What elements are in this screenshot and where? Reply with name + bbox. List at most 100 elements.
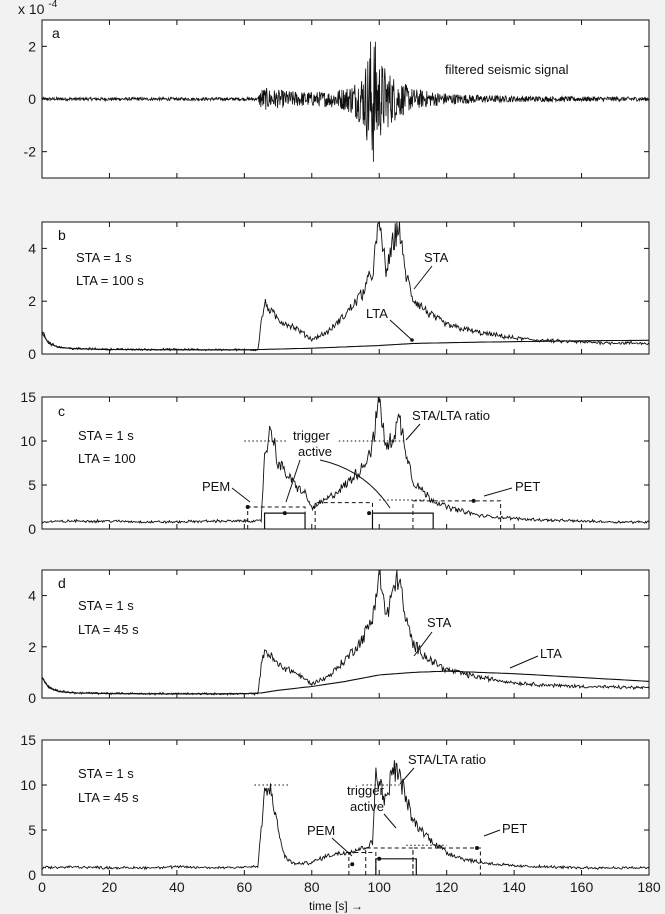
panel-e-y-ticks: 15 10 5 0 xyxy=(20,732,650,883)
panel-b-plot xyxy=(41,220,650,352)
panel-c-pem-pointer xyxy=(231,487,251,503)
x-tick-label: 100 xyxy=(368,879,392,895)
panel-c-label-pem: PEM xyxy=(202,479,230,494)
panel-c-trigger-pointer-left xyxy=(285,459,301,503)
panel-e-param-lta: LTA = 45 s xyxy=(78,790,139,805)
panel-c: 15 10 5 0 c STA = 1 s LTA = 100 STA/LTA rat… xyxy=(20,389,650,537)
x-tick-label: 20 xyxy=(102,879,118,895)
panel-c-label-ratio: STA/LTA ratio xyxy=(412,408,490,423)
panel-c-label-trigger: trigger xyxy=(293,428,331,443)
panel-c-marker xyxy=(367,511,372,516)
panel-e-y-tick-label: 5 xyxy=(28,822,36,838)
panel-b-lta-pointer xyxy=(389,319,413,341)
panel-b-lta-marker xyxy=(410,338,414,342)
panel-a: 2 0 -2 a filtered seismic signal x 10 -4 xyxy=(18,0,650,179)
panel-c-y-tick-label: 15 xyxy=(20,389,36,405)
panel-c-y-tick-label: 5 xyxy=(28,477,36,493)
panel-e-pem-pointer xyxy=(331,837,353,857)
panel-b-frame xyxy=(41,221,650,355)
panel-a-seismic-trace xyxy=(41,41,649,162)
panel-b-label-sta: STA xyxy=(424,250,449,265)
panel-c-param-lta: LTA = 100 xyxy=(78,451,136,466)
panel-c-dashed-window xyxy=(247,506,306,529)
x-axis-label: time [s] → xyxy=(309,899,363,913)
panel-c-trigger-pointer-right xyxy=(319,459,391,509)
panel-d-y-tick-label: 4 xyxy=(28,588,36,604)
panel-a-letter: a xyxy=(52,25,60,41)
panel-b-param-lta: LTA = 100 s xyxy=(76,273,144,288)
panel-c-marker xyxy=(282,511,287,516)
panel-a-y-ticks: 2 0 -2 xyxy=(24,20,650,178)
panel-e-marker xyxy=(350,862,355,867)
panel-b: 4 2 0 b STA = 1 s LTA = 100 s STA LTA xyxy=(28,220,650,362)
panel-c-label-pet: PET xyxy=(515,479,540,494)
panel-e-ratio-pointer xyxy=(399,767,415,785)
x-tick-label: 80 xyxy=(304,879,320,895)
panel-c-pet-pointer xyxy=(483,487,513,497)
panel-e: 15 10 5 0 STA = 1 s LTA = 45 s STA/LTA rati… xyxy=(20,732,650,883)
panel-e-label-pem: PEM xyxy=(307,823,335,838)
x-axis-ticks: 0 20 40 60 80 100 120 140 160 180 xyxy=(38,879,661,895)
panel-e-label-active: active xyxy=(350,799,384,814)
panel-c-dashed-window xyxy=(412,500,502,529)
panel-e-dashed-window xyxy=(365,847,414,875)
panel-e-pet-pointer xyxy=(483,829,501,837)
panel-b-y-tick-label: 4 xyxy=(28,240,36,256)
panel-e-label-ratio: STA/LTA ratio xyxy=(408,752,486,767)
panel-c-ratio-pointer xyxy=(405,423,421,441)
exponent-label: x 10 -4 xyxy=(18,0,58,17)
panel-e-trigger-pointer xyxy=(383,813,397,829)
panel-d-param-sta: STA = 1 s xyxy=(78,598,134,613)
panel-d-lta-line xyxy=(41,670,650,695)
x-tick-label: 160 xyxy=(570,879,594,895)
panel-d: 4 2 0 d STA = 1 s LTA = 45 s STA LTA xyxy=(28,569,650,706)
panel-b-y-tick-label: 0 xyxy=(28,346,36,362)
panel-e-plot xyxy=(41,760,650,871)
panel-c-y-ticks: 15 10 5 0 xyxy=(20,389,650,537)
panel-e-y-tick-label: 0 xyxy=(28,867,36,883)
panel-e-dashed-window xyxy=(412,847,481,875)
panel-b-letter: b xyxy=(58,227,66,243)
panel-c-trigger-marks xyxy=(244,440,502,529)
panel-d-label-lta: LTA xyxy=(540,646,562,661)
panel-e-sta-lta-ratio-line xyxy=(41,760,650,871)
panel-e-y-tick-label: 15 xyxy=(20,732,36,748)
x-tick-label: 120 xyxy=(435,879,459,895)
panel-c-plot xyxy=(41,396,650,525)
panel-c-sta-lta-ratio-line xyxy=(41,396,650,525)
panel-a-y-tick-label: 0 xyxy=(28,91,36,107)
panel-d-sta-pointer xyxy=(413,631,433,657)
panel-d-y-tick-label: 0 xyxy=(28,690,36,706)
panel-d-y-tick-label: 2 xyxy=(28,639,36,655)
panel-d-frame xyxy=(41,569,650,699)
panel-a-annotation: filtered seismic signal xyxy=(445,62,569,77)
panel-c-trigger-window xyxy=(371,512,434,529)
panel-e-frame xyxy=(41,739,650,876)
panel-c-param-sta: STA = 1 s xyxy=(78,428,134,443)
panel-d-plot xyxy=(41,569,650,696)
panel-c-label-active: active xyxy=(298,444,332,459)
panel-c-y-tick-label: 0 xyxy=(28,521,36,537)
exponent-base: x 10 xyxy=(18,1,45,17)
panel-a-plot xyxy=(41,41,649,162)
x-tick-label: 180 xyxy=(637,879,661,895)
panel-c-y-tick-label: 10 xyxy=(20,433,36,449)
panel-c-marker xyxy=(471,498,476,503)
x-tick-label: 40 xyxy=(169,879,185,895)
panel-c-letter: c xyxy=(58,403,65,419)
panel-d-letter: d xyxy=(58,575,66,591)
panel-e-marker xyxy=(475,846,480,850)
panel-c-marker xyxy=(245,505,250,509)
panel-d-label-sta: STA xyxy=(427,615,452,630)
panel-b-lta-line xyxy=(41,332,649,351)
panel-b-y-ticks: 4 2 0 xyxy=(28,222,650,362)
panel-b-sta-pointer xyxy=(413,265,433,290)
x-tick-label: 60 xyxy=(237,879,253,895)
panel-b-y-tick-label: 2 xyxy=(28,293,36,309)
panel-e-trigger-marks xyxy=(254,784,481,875)
exponent-power: -4 xyxy=(48,0,57,10)
panel-e-label-pet: PET xyxy=(502,821,527,836)
x-tick-label: 140 xyxy=(502,879,526,895)
panel-a-y-tick-label: -2 xyxy=(24,144,37,160)
